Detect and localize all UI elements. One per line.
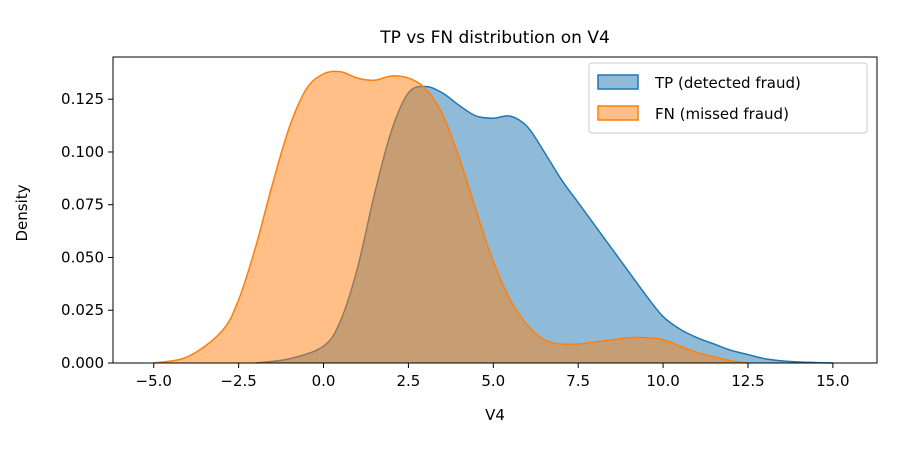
y-tick-label: 0.000 [61, 354, 104, 372]
y-tick-label: 0.075 [61, 196, 104, 214]
series-area-fn [153, 71, 748, 364]
legend-swatch-fn [597, 105, 639, 121]
x-tick-label: 2.5 [396, 372, 420, 390]
plot-area [153, 70, 833, 364]
legend-box [588, 62, 868, 134]
x-tick-label: −5.0 [136, 372, 172, 390]
x-tick-label: 10.0 [646, 372, 679, 390]
chart-title: TP vs FN distribution on V4 [379, 28, 610, 48]
x-tick-label: 0.0 [312, 372, 336, 390]
plot-frame [112, 56, 878, 364]
y-axis-label: Density [13, 184, 31, 241]
legend-swatch-tp [597, 74, 639, 90]
y-tick-label: 0.050 [61, 248, 104, 266]
y-tick-label: 0.025 [61, 301, 104, 319]
x-tick-label: 5.0 [481, 372, 505, 390]
x-tick-label: 12.5 [731, 372, 764, 390]
series-line-fn [153, 70, 749, 364]
legend-label-fn: FN (missed fraud) [655, 105, 789, 123]
x-tick-label: 15.0 [816, 372, 849, 390]
y-axis: 0.000 0.025 0.050 0.075 0.100 0.125 [61, 90, 113, 372]
x-axis-label: V4 [485, 406, 505, 424]
legend: TP (detected fraud) FN (missed fraud) [588, 62, 868, 134]
x-axis: −5.0 −2.5 0.0 2.5 5.0 7.5 10.0 12.5 15.0 [136, 363, 850, 390]
x-tick-label: 7.5 [566, 372, 590, 390]
y-tick-label: 0.100 [61, 143, 104, 161]
y-tick-label: 0.125 [61, 90, 104, 108]
x-tick-label: −2.5 [220, 372, 256, 390]
legend-label-tp: TP (detected fraud) [654, 74, 801, 92]
